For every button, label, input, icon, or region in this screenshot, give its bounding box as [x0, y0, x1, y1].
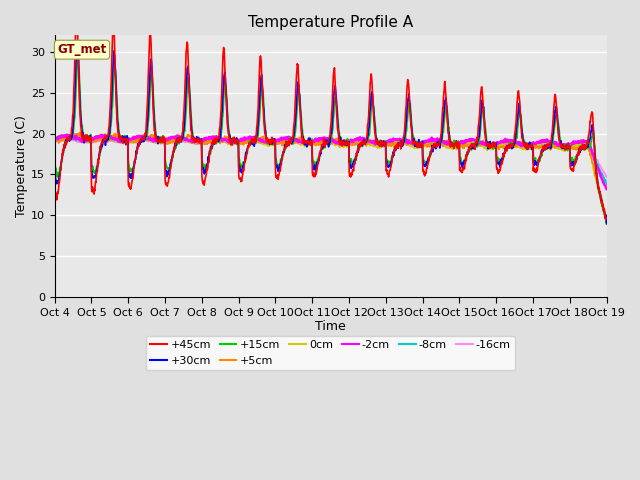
Y-axis label: Temperature (C): Temperature (C) [15, 115, 28, 217]
X-axis label: Time: Time [316, 321, 346, 334]
Legend: +45cm, +30cm, +15cm, +5cm, 0cm, -2cm, -8cm, -16cm: +45cm, +30cm, +15cm, +5cm, 0cm, -2cm, -8… [146, 336, 515, 370]
Title: Temperature Profile A: Temperature Profile A [248, 15, 413, 30]
Text: GT_met: GT_met [58, 43, 107, 56]
